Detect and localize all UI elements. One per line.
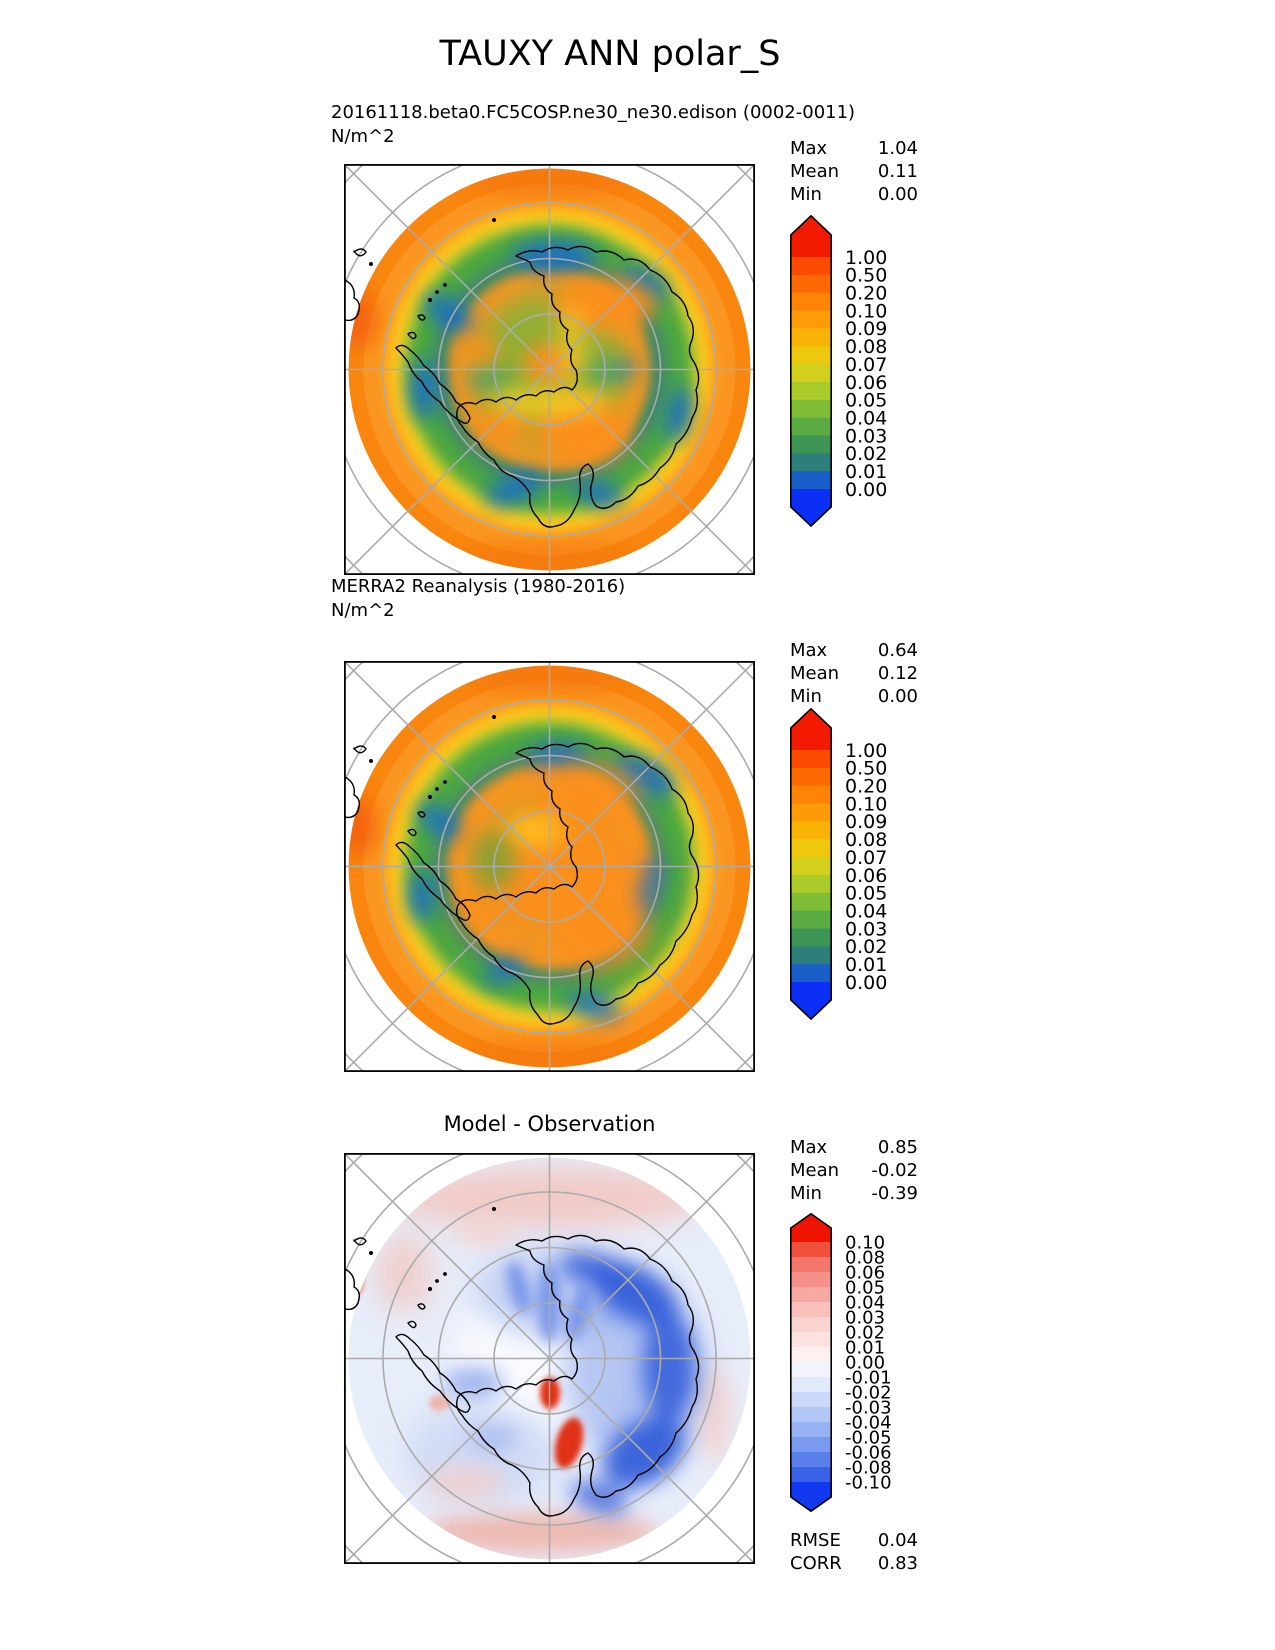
svg-text:-0.08: -0.08 [845, 1457, 892, 1478]
svg-text:0.20: 0.20 [845, 776, 887, 798]
svg-text:-0.01: -0.01 [845, 1367, 892, 1388]
stat-value: 0.00 [877, 184, 918, 205]
reanalysis-name: MERRA2 Reanalysis (1980-2016) [331, 576, 626, 597]
difference-metrics: RMSE 0.04 CORR 0.83 [790, 1529, 918, 1575]
reanalysis-map [344, 661, 755, 1072]
svg-text:0.03: 0.03 [845, 918, 887, 940]
svg-text:0.09: 0.09 [845, 318, 887, 340]
model-header: 20161118.beta0.FC5COSP.ne30_ne30.edison … [331, 101, 855, 149]
stat-label: Max [790, 1137, 828, 1158]
stat-label: Mean [790, 1160, 840, 1181]
svg-text:0.06: 0.06 [845, 1262, 885, 1283]
svg-text:0.07: 0.07 [845, 847, 887, 869]
svg-text:-0.05: -0.05 [845, 1427, 892, 1448]
svg-text:0.05: 0.05 [845, 390, 887, 412]
difference-map [344, 1153, 755, 1564]
svg-text:0.06: 0.06 [845, 865, 887, 887]
stat-value: 1.04 [877, 138, 918, 159]
svg-text:0.04: 0.04 [845, 1292, 885, 1313]
svg-text:-0.10: -0.10 [845, 1472, 892, 1493]
svg-text:-0.03: -0.03 [845, 1397, 892, 1418]
colorbar-reanalysis: 1.000.500.200.100.090.080.070.060.050.04… [790, 708, 887, 1020]
svg-text:0.09: 0.09 [845, 811, 887, 833]
model-map [344, 164, 755, 575]
stat-label: Min [790, 1183, 822, 1204]
svg-text:0.03: 0.03 [845, 1307, 885, 1328]
model-stats: Max 1.04 Mean 0.11 Min 0.00 [790, 137, 918, 206]
svg-text:0.02: 0.02 [845, 1322, 885, 1343]
figure-title: TAUXY ANN polar_S [439, 34, 781, 74]
metric-value: 0.04 [877, 1530, 918, 1551]
model-run-name: 20161118.beta0.FC5COSP.ne30_ne30.edison … [331, 102, 856, 123]
map-frame [344, 1153, 755, 1564]
svg-text:-0.06: -0.06 [845, 1442, 892, 1463]
difference-stats: Max 0.85 Mean -0.02 Min -0.39 [790, 1136, 918, 1205]
stat-value: 0.12 [877, 663, 918, 684]
svg-text:0.08: 0.08 [845, 829, 887, 851]
stat-label: Min [790, 686, 822, 707]
reanalysis-header: MERRA2 Reanalysis (1980-2016) N/m^2 [331, 575, 625, 623]
stat-value: 0.64 [877, 640, 918, 661]
svg-text:0.50: 0.50 [845, 758, 887, 780]
metric-value: 0.83 [877, 1553, 918, 1574]
svg-text:0.02: 0.02 [845, 443, 887, 465]
stat-label: Max [790, 138, 828, 159]
svg-text:0.06: 0.06 [845, 372, 887, 394]
stat-label: Mean [790, 161, 840, 182]
svg-text:0.04: 0.04 [845, 900, 887, 922]
map-frame [344, 661, 755, 1072]
svg-text:0.00: 0.00 [845, 1352, 885, 1373]
metric-label: RMSE [790, 1530, 841, 1551]
svg-text:0.00: 0.00 [845, 972, 887, 994]
stat-value: 0.11 [877, 161, 918, 182]
svg-text:0.08: 0.08 [845, 336, 887, 358]
svg-text:0.05: 0.05 [845, 883, 887, 905]
svg-text:1.00: 1.00 [845, 247, 887, 269]
svg-text:0.07: 0.07 [845, 354, 887, 376]
stat-label: Max [790, 640, 828, 661]
svg-text:0.20: 0.20 [845, 283, 887, 305]
metric-label: CORR [790, 1553, 842, 1574]
stat-value: 0.85 [877, 1137, 918, 1158]
svg-text:-0.04: -0.04 [845, 1412, 892, 1433]
reanalysis-stats: Max 0.64 Mean 0.12 Min 0.00 [790, 639, 918, 708]
map-frame [344, 164, 755, 575]
svg-text:1.00: 1.00 [845, 740, 887, 762]
svg-text:0.05: 0.05 [845, 1277, 885, 1298]
colorbar-difference: 0.100.080.060.050.040.030.020.010.00-0.0… [790, 1213, 892, 1512]
stat-value: -0.02 [871, 1160, 918, 1181]
stat-label: Mean [790, 663, 840, 684]
difference-title: Model - Observation [443, 1112, 656, 1136]
svg-text:-0.02: -0.02 [845, 1382, 892, 1403]
svg-text:0.00: 0.00 [845, 479, 887, 501]
model-units-label: N/m^2 [331, 126, 395, 147]
svg-text:0.01: 0.01 [845, 954, 887, 976]
svg-text:0.02: 0.02 [845, 936, 887, 958]
svg-text:0.10: 0.10 [845, 793, 887, 815]
svg-text:0.08: 0.08 [845, 1247, 885, 1268]
svg-text:0.10: 0.10 [845, 1232, 885, 1253]
colorbar-model: 1.000.500.200.100.090.080.070.060.050.04… [790, 215, 887, 527]
stat-value: -0.39 [871, 1183, 918, 1204]
svg-text:0.01: 0.01 [845, 1337, 885, 1358]
reanalysis-units-label: N/m^2 [331, 600, 395, 621]
svg-text:0.04: 0.04 [845, 407, 887, 429]
stat-value: 0.00 [877, 686, 918, 707]
svg-text:0.03: 0.03 [845, 425, 887, 447]
svg-text:0.50: 0.50 [845, 265, 887, 287]
svg-text:0.01: 0.01 [845, 461, 887, 483]
stat-label: Min [790, 184, 822, 205]
svg-text:0.10: 0.10 [845, 300, 887, 322]
